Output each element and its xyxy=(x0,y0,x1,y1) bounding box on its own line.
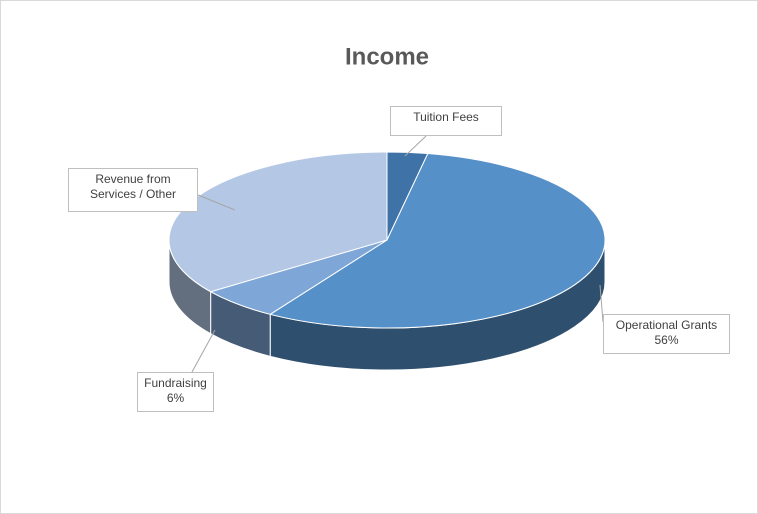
value-label: 6% xyxy=(166,391,185,405)
slice xyxy=(268,153,606,329)
category-label: Fundraising xyxy=(144,376,207,390)
leader-line xyxy=(599,284,604,323)
chart-title: Income xyxy=(345,43,429,70)
data-label: Operational Grants 56% xyxy=(603,314,730,354)
category-label: Operational Grants xyxy=(615,318,718,332)
value-label: 56% xyxy=(654,333,679,347)
data-label: Tuition Fees xyxy=(390,106,502,136)
leader-line xyxy=(191,329,216,373)
leader-line xyxy=(404,135,427,157)
data-label: Revenue from Services / Other xyxy=(68,168,198,212)
data-label: Fundraising 6% xyxy=(137,372,214,412)
category-label: Tuition Fees xyxy=(413,110,479,124)
category-label: Revenue from Services / Other xyxy=(89,172,177,201)
leader-line xyxy=(197,194,236,211)
